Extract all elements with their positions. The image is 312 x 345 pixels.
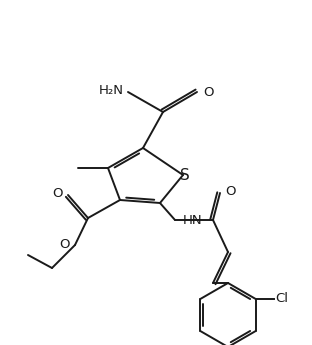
Text: HN: HN (183, 214, 202, 227)
Text: O: O (225, 185, 236, 197)
Text: O: O (60, 238, 70, 252)
Text: O: O (203, 86, 213, 99)
Text: S: S (180, 168, 190, 183)
Text: Cl: Cl (276, 293, 289, 306)
Text: O: O (52, 187, 63, 199)
Text: H₂N: H₂N (99, 83, 124, 97)
